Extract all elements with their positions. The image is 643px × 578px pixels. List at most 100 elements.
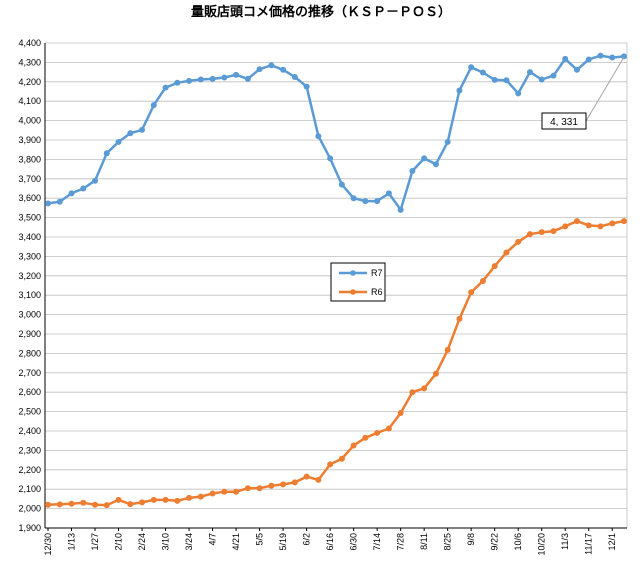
data-point xyxy=(174,79,181,86)
data-point xyxy=(327,461,334,468)
data-point xyxy=(233,71,240,78)
legend-r6-marker xyxy=(350,289,356,295)
data-point xyxy=(280,481,287,488)
data-point xyxy=(468,289,475,296)
data-point xyxy=(597,52,604,59)
data-point xyxy=(103,150,110,157)
series-r6 xyxy=(45,218,627,509)
x-tick-label: 3/10 xyxy=(161,533,171,551)
data-point xyxy=(585,56,592,63)
y-tick-label: 2,100 xyxy=(18,484,41,494)
data-point xyxy=(291,479,298,486)
data-point xyxy=(80,185,87,192)
y-tick-label: 3,100 xyxy=(18,290,41,300)
data-point xyxy=(68,500,75,507)
data-point xyxy=(397,206,404,213)
data-point xyxy=(526,69,533,76)
y-tick-label: 4,400 xyxy=(18,38,41,48)
x-tick-label: 6/30 xyxy=(349,533,359,551)
series-layer xyxy=(45,52,627,509)
data-point xyxy=(186,77,193,84)
data-point xyxy=(162,84,169,91)
x-tick-label: 5/5 xyxy=(255,533,265,546)
x-axis: 12/30 1/13 1/27 2/10 2/24 3/10 3/24 4/7 4/21 5/5 5… xyxy=(43,527,627,556)
y-tick-label: 3,300 xyxy=(18,251,41,261)
y-tick-label: 4,300 xyxy=(18,57,41,67)
data-point xyxy=(174,497,181,504)
y-tick-label: 4,000 xyxy=(18,116,41,126)
data-point xyxy=(538,229,545,236)
data-point xyxy=(491,76,498,83)
x-tick-label: 12/30 xyxy=(43,533,53,556)
data-point xyxy=(503,77,510,84)
y-tick-label: 2,500 xyxy=(18,407,41,417)
data-point xyxy=(162,496,169,503)
data-point xyxy=(597,223,604,230)
y-tick-label: 3,900 xyxy=(18,135,41,145)
data-point xyxy=(139,126,146,133)
data-point xyxy=(609,220,616,227)
data-point xyxy=(197,493,204,500)
data-point xyxy=(186,494,193,501)
data-point xyxy=(385,425,392,432)
legend-box xyxy=(330,262,386,302)
data-point xyxy=(303,83,310,90)
y-tick-label: 3,600 xyxy=(18,193,41,203)
y-tick-label: 2,600 xyxy=(18,387,41,397)
x-tick-label: 5/19 xyxy=(278,533,288,551)
y-tick-label: 2,900 xyxy=(18,329,41,339)
legend-r6-label: R6 xyxy=(371,287,383,297)
data-point xyxy=(68,190,75,197)
data-point xyxy=(327,155,334,162)
callout: 4, 331 xyxy=(541,56,625,130)
x-tick-label: 3/24 xyxy=(184,533,194,551)
x-tick-label: 11/3 xyxy=(560,533,570,550)
data-point xyxy=(209,490,216,497)
x-tick-label: 1/27 xyxy=(90,533,100,551)
data-point xyxy=(538,76,545,83)
y-axis: 1,900 2,000 2,100 2,200 2,300 2,400 2,500 2,600… xyxy=(18,38,46,533)
y-tick-label: 3,700 xyxy=(18,174,41,184)
data-point xyxy=(479,278,486,285)
chart-title: 量販店頭コメ価格の推移（ＫＳＰ－ＰＯＳ） xyxy=(191,4,451,20)
data-point xyxy=(562,55,569,62)
data-point xyxy=(350,442,357,449)
x-tick-label: 7/14 xyxy=(372,533,382,551)
data-point xyxy=(303,473,310,480)
data-point xyxy=(150,496,157,503)
y-tick-label: 3,200 xyxy=(18,271,41,281)
data-point xyxy=(56,501,63,508)
data-point xyxy=(280,66,287,73)
x-tick-label: 10/20 xyxy=(537,533,547,556)
y-tick-label: 4,100 xyxy=(18,96,41,106)
data-point xyxy=(268,62,275,69)
data-point xyxy=(127,501,134,508)
legend-r7-marker xyxy=(350,270,356,276)
x-tick-label: 4/21 xyxy=(231,533,241,551)
data-point xyxy=(409,389,416,396)
data-point xyxy=(515,238,522,245)
callout-label: 4, 331 xyxy=(550,117,578,128)
series-line-r7 xyxy=(47,54,625,212)
data-point xyxy=(397,409,404,416)
data-point xyxy=(256,485,263,492)
x-tick-label: 10/6 xyxy=(513,533,523,551)
legend-r7-label: R7 xyxy=(371,268,383,278)
data-point xyxy=(209,75,216,82)
data-point xyxy=(621,53,627,60)
x-tick-label: 7/28 xyxy=(396,533,406,551)
y-tick-label: 3,000 xyxy=(18,310,41,320)
data-point xyxy=(268,482,275,489)
data-point xyxy=(45,501,51,508)
data-point xyxy=(291,73,298,80)
data-point xyxy=(609,54,616,61)
legend: R7 R6 xyxy=(330,262,386,302)
y-tick-label: 2,300 xyxy=(18,445,41,455)
data-point xyxy=(139,499,146,506)
data-point xyxy=(456,87,463,94)
data-point xyxy=(444,346,451,353)
data-point xyxy=(421,155,428,162)
data-point xyxy=(315,133,322,140)
data-point xyxy=(338,181,345,188)
